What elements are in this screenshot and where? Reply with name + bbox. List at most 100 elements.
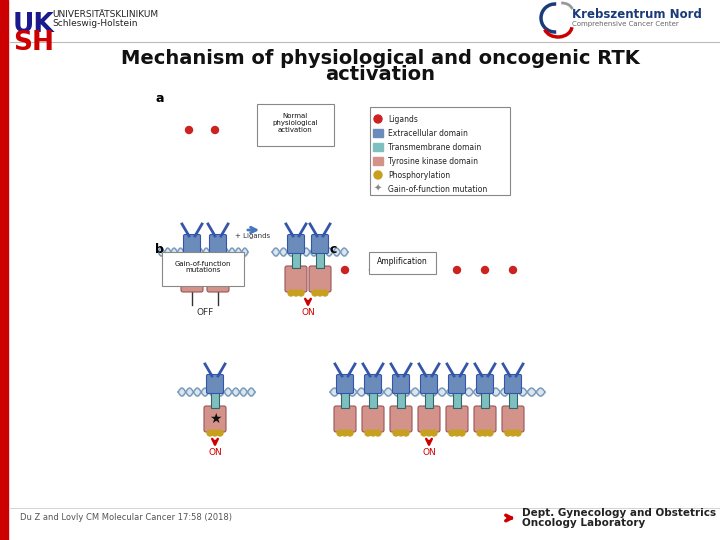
- FancyBboxPatch shape: [502, 406, 524, 432]
- FancyBboxPatch shape: [257, 104, 334, 146]
- Text: c: c: [330, 243, 338, 256]
- FancyBboxPatch shape: [392, 375, 410, 394]
- Circle shape: [510, 430, 516, 436]
- Circle shape: [421, 430, 427, 436]
- Text: SH: SH: [13, 30, 54, 56]
- Circle shape: [477, 430, 483, 436]
- Bar: [373, 157, 383, 165]
- Circle shape: [341, 267, 348, 273]
- Circle shape: [293, 290, 299, 296]
- Circle shape: [515, 430, 521, 436]
- Circle shape: [426, 267, 433, 273]
- Circle shape: [397, 267, 405, 273]
- Text: Extracellular domain: Extracellular domain: [388, 129, 468, 138]
- Bar: [481, 392, 489, 408]
- FancyBboxPatch shape: [418, 406, 440, 432]
- FancyBboxPatch shape: [369, 252, 436, 274]
- Circle shape: [317, 290, 323, 296]
- Text: activation: activation: [325, 64, 435, 84]
- FancyBboxPatch shape: [364, 375, 382, 394]
- FancyBboxPatch shape: [420, 375, 438, 394]
- FancyBboxPatch shape: [312, 234, 328, 253]
- Circle shape: [212, 430, 218, 436]
- Circle shape: [393, 430, 399, 436]
- Text: ON: ON: [301, 308, 315, 317]
- Text: UK: UK: [13, 12, 55, 38]
- Text: Transmembrane domain: Transmembrane domain: [388, 143, 481, 152]
- FancyBboxPatch shape: [477, 375, 493, 394]
- FancyBboxPatch shape: [446, 406, 468, 432]
- Text: Tyrosine kinase domain: Tyrosine kinase domain: [388, 157, 478, 165]
- Circle shape: [369, 267, 377, 273]
- Circle shape: [449, 430, 455, 436]
- Bar: [341, 392, 349, 408]
- Circle shape: [342, 430, 348, 436]
- FancyBboxPatch shape: [285, 266, 307, 292]
- Circle shape: [212, 126, 218, 133]
- Circle shape: [431, 430, 437, 436]
- Text: b: b: [155, 243, 164, 256]
- Bar: [397, 392, 405, 408]
- Text: + Ligands: + Ligands: [235, 233, 271, 239]
- Text: a: a: [155, 92, 163, 105]
- Text: Schleswig-Holstein: Schleswig-Holstein: [52, 19, 138, 28]
- Circle shape: [207, 430, 213, 436]
- Text: Comprehensive Cancer Center: Comprehensive Cancer Center: [572, 21, 679, 27]
- FancyBboxPatch shape: [181, 266, 203, 292]
- Circle shape: [459, 430, 465, 436]
- Circle shape: [482, 267, 488, 273]
- Bar: [425, 392, 433, 408]
- FancyBboxPatch shape: [474, 406, 496, 432]
- Circle shape: [398, 430, 404, 436]
- Circle shape: [510, 267, 516, 273]
- FancyBboxPatch shape: [362, 406, 384, 432]
- FancyBboxPatch shape: [287, 234, 305, 253]
- FancyBboxPatch shape: [207, 375, 223, 394]
- Bar: [292, 252, 300, 268]
- Circle shape: [403, 430, 409, 436]
- Text: ★: ★: [209, 412, 221, 426]
- Text: Phosphorylation: Phosphorylation: [388, 171, 450, 179]
- FancyBboxPatch shape: [449, 375, 466, 394]
- Bar: [214, 252, 222, 268]
- Text: OFF: OFF: [197, 308, 214, 317]
- Bar: [373, 143, 383, 151]
- Circle shape: [482, 430, 488, 436]
- Bar: [370, 107, 510, 195]
- FancyBboxPatch shape: [204, 406, 226, 432]
- Bar: [509, 392, 517, 408]
- Circle shape: [322, 290, 328, 296]
- Text: ✦: ✦: [374, 184, 382, 194]
- Circle shape: [186, 126, 192, 133]
- Text: Krebszentrum Nord: Krebszentrum Nord: [572, 8, 702, 21]
- Circle shape: [288, 290, 294, 296]
- Text: Gain-of-function
mutations: Gain-of-function mutations: [175, 260, 231, 273]
- Text: ON: ON: [422, 448, 436, 457]
- Bar: [0, 0, 8, 540]
- Circle shape: [303, 117, 313, 127]
- FancyBboxPatch shape: [162, 252, 244, 286]
- Circle shape: [374, 115, 382, 123]
- Bar: [453, 392, 461, 408]
- Circle shape: [370, 430, 376, 436]
- Text: Ligands: Ligands: [388, 114, 418, 124]
- Circle shape: [375, 430, 381, 436]
- Circle shape: [312, 290, 318, 296]
- FancyBboxPatch shape: [390, 406, 412, 432]
- Bar: [316, 252, 324, 268]
- FancyBboxPatch shape: [184, 234, 200, 253]
- Circle shape: [298, 290, 304, 296]
- Circle shape: [454, 267, 461, 273]
- Circle shape: [487, 430, 493, 436]
- FancyBboxPatch shape: [309, 266, 331, 292]
- Circle shape: [426, 430, 432, 436]
- Bar: [369, 392, 377, 408]
- Circle shape: [454, 430, 460, 436]
- Bar: [188, 252, 196, 268]
- Circle shape: [347, 430, 353, 436]
- FancyBboxPatch shape: [210, 234, 227, 253]
- Text: Mechanism of physiological and oncogenic RTK: Mechanism of physiological and oncogenic…: [121, 49, 639, 68]
- Circle shape: [365, 430, 371, 436]
- Text: Gain-of-function mutation: Gain-of-function mutation: [388, 185, 487, 193]
- FancyBboxPatch shape: [336, 375, 354, 394]
